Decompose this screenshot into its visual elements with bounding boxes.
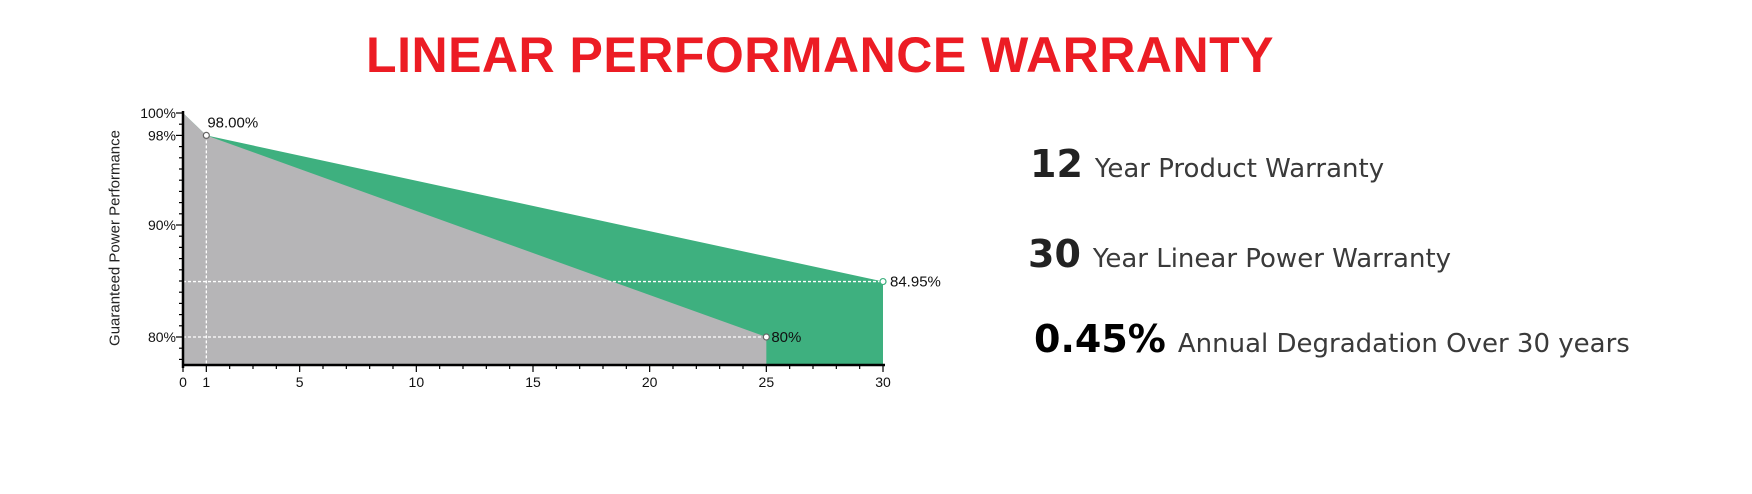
x-tick-label: 30 (875, 374, 891, 390)
product-warranty-label: Year Product Warranty (1094, 154, 1385, 184)
series-area-product (183, 113, 767, 365)
x-tick-label: 15 (525, 374, 541, 390)
x-tick-label: 25 (759, 374, 775, 390)
x-tick-label: 20 (642, 374, 658, 390)
degradation-rate: 0.45% (1034, 317, 1166, 361)
product-warranty-feature: 12 Year Product Warranty (1030, 142, 1384, 186)
x-tick-label: 5 (296, 374, 304, 390)
power-warranty-feature: 30 Year Linear Power Warranty (1028, 232, 1451, 276)
data-point-marker (879, 277, 887, 286)
degradation-label: Annual Degradation Over 30 years (1177, 329, 1630, 359)
degradation-feature: 0.45% Annual Degradation Over 30 years (1034, 317, 1630, 361)
data-label: 98.00% (207, 114, 258, 131)
y-tick-label: 100% (140, 105, 176, 121)
data-label: 80% (771, 329, 801, 346)
y-tick-label: 90% (148, 217, 176, 233)
y-tick-label: 80% (148, 329, 176, 345)
x-tick-label: 0 (179, 374, 187, 390)
power-warranty-label: Year Linear Power Warranty (1092, 244, 1452, 274)
chart-y-axis-label: Guaranteed Power Performance (106, 130, 124, 346)
data-label: 84.95% (890, 274, 941, 291)
data-point-marker (202, 131, 210, 139)
warranty-chart: 100%98%90%80%0 1 5 10 15 20 25 3098.00%84.95%80… (140, 105, 941, 390)
page-title: LINEAR PERFORMANCE WARRANTY (366, 27, 1274, 83)
y-tick-label: 98% (148, 127, 176, 143)
product-warranty-years: 12 (1030, 142, 1083, 186)
x-tick-label: 1 (202, 374, 210, 390)
x-tick-label: 10 (409, 374, 425, 390)
power-warranty-years: 30 (1028, 232, 1081, 276)
data-point-marker (762, 333, 770, 341)
